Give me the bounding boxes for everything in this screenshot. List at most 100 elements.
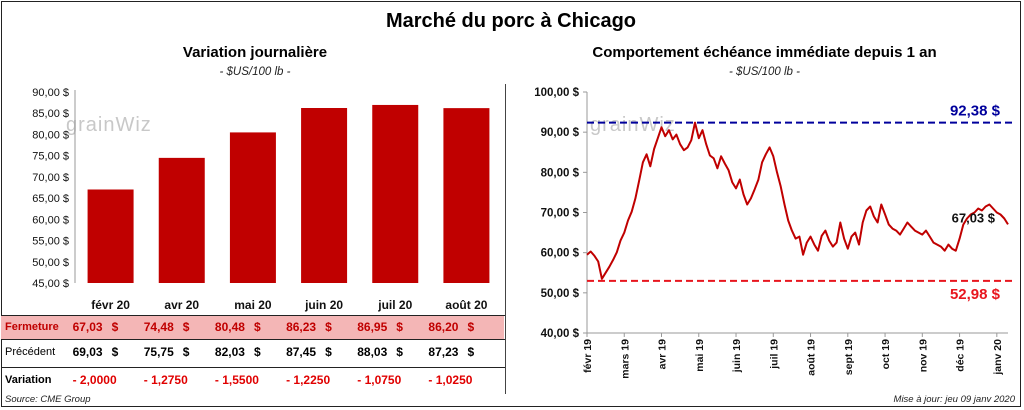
y-tick-label: 75,00 $ xyxy=(32,151,69,163)
cell-unit: $ xyxy=(467,320,475,334)
cell-unit: $ xyxy=(182,320,190,334)
y-tick-label: 80,00 $ xyxy=(541,167,580,179)
table-cell: - 1,0250 xyxy=(428,369,504,392)
right-chart-units: - $US/100 lb - xyxy=(729,66,800,78)
cell-value: - 1,2250 xyxy=(286,373,331,387)
last-value-label: 67,03 $ xyxy=(952,210,996,225)
watermark-text: grainWiz xyxy=(66,114,152,136)
table-cell: 87,23 $ xyxy=(428,341,504,364)
row-label: Fermeture xyxy=(5,321,59,333)
panel-divider xyxy=(505,84,506,394)
bar xyxy=(372,104,419,283)
y-tick-label: 100,00 $ xyxy=(534,87,579,99)
table-cell: 74,48 $ xyxy=(144,316,220,339)
y-tick-label: 55,00 $ xyxy=(32,236,69,248)
table-cell: 69,03 $ xyxy=(73,341,149,364)
cell-value: - 1,0250 xyxy=(428,373,473,387)
row-label: Précédent xyxy=(5,346,56,358)
table-cell: 86,95 $ xyxy=(357,316,433,339)
x-tick-label: août 19 xyxy=(806,339,818,376)
table-divider xyxy=(1,339,505,340)
x-tick-label: avr 20 xyxy=(164,298,199,312)
cell-value: 74,48 xyxy=(143,320,174,334)
x-tick-label: sept 19 xyxy=(843,339,855,375)
x-tick-label: juil 20 xyxy=(377,298,412,312)
cell-value: 87,45 xyxy=(286,345,317,359)
cell-value: - 2,0000 xyxy=(72,373,117,387)
cell-value: 75,75 xyxy=(143,345,174,359)
cell-value: - 1,5500 xyxy=(214,373,259,387)
cell-value: - 1,0750 xyxy=(357,373,402,387)
table-row-fermeture: Fermeture 67,03 $74,48 $80,48 $86,23 $86,95 $… xyxy=(1,316,504,339)
table-cell: 88,03 $ xyxy=(357,341,433,364)
table-cell: - 1,0750 xyxy=(357,369,433,392)
x-tick-label: janv 20 xyxy=(992,339,1004,376)
left-chart-title: Variation journalière xyxy=(182,44,328,61)
table-divider xyxy=(1,367,505,368)
x-tick-label: oct 19 xyxy=(880,339,892,370)
bar xyxy=(443,108,490,283)
min-value-label: 52,98 $ xyxy=(950,286,1001,303)
y-tick-label: 70,00 $ xyxy=(32,172,69,184)
y-tick-label: 90,00 $ xyxy=(32,87,69,99)
x-tick-label: févr 20 xyxy=(91,298,130,312)
cell-unit: $ xyxy=(467,345,475,359)
x-tick-label: juin 19 xyxy=(731,339,743,373)
x-tick-label: févr 19 xyxy=(582,339,594,373)
table-cell: 86,20 $ xyxy=(428,316,504,339)
x-tick-label: juin 20 xyxy=(304,298,343,312)
bar-chart: 45,00 $ 50,00 $ 55,00 $ 60,00 $ 65,00 $ 70,00… xyxy=(32,87,490,312)
table-row-precedent: Précédent 69,03 $75,75 $82,03 $87,45 $88,03 $… xyxy=(1,341,504,364)
left-watermark: grainWiz xyxy=(66,100,186,140)
x-tick-label: mars 19 xyxy=(619,339,631,379)
watermark-text: grainWiz xyxy=(590,114,676,136)
y-tick-label: 70,00 $ xyxy=(541,208,580,220)
table-row-variation: Variation - 2,0000 - 1,2750 - 1,5500 - 1,22… xyxy=(1,369,504,392)
cell-unit: $ xyxy=(396,320,403,334)
x-tick-label: mai 20 xyxy=(234,298,272,312)
table-cell: 86,23 $ xyxy=(286,316,362,339)
table-cell: - 2,0000 xyxy=(73,369,149,392)
cell-unit: $ xyxy=(396,345,403,359)
cell-value: 86,23 xyxy=(286,320,317,334)
cell-unit: $ xyxy=(325,345,332,359)
bar xyxy=(158,157,205,283)
cell-value: 87,23 xyxy=(428,345,459,359)
x-tick-label: août 20 xyxy=(445,298,487,312)
cell-unit: $ xyxy=(253,320,261,334)
cell-value: 80,48 xyxy=(214,320,245,334)
y-tick-label: 85,00 $ xyxy=(32,108,69,120)
cell-unit: $ xyxy=(111,320,119,334)
bar xyxy=(301,108,348,283)
table-cell: - 1,2750 xyxy=(144,369,220,392)
y-tick-label: 90,00 $ xyxy=(541,127,580,139)
cell-value: 86,95 xyxy=(357,320,388,334)
row-label: Variation xyxy=(5,374,52,386)
table-cell: 75,75 $ xyxy=(144,341,220,364)
y-tick-label: 45,00 $ xyxy=(32,278,69,290)
table-top-divider xyxy=(1,315,505,316)
left-chart-units: - $US/100 lb - xyxy=(219,66,291,78)
line-chart: 40,00 $ 50,00 $ 60,00 $ 70,00 $ 80,00 $ 90,00… xyxy=(534,87,1016,379)
update-note: Mise à jour: jeu 09 janv 2020 xyxy=(893,394,1015,405)
y-tick-label: 60,00 $ xyxy=(541,248,580,260)
y-tick-label: 60,00 $ xyxy=(32,214,69,226)
cell-value: - 1,2750 xyxy=(143,373,188,387)
bar xyxy=(87,189,134,283)
cell-value: 69,03 xyxy=(72,345,103,359)
table-cell: - 1,2250 xyxy=(286,369,362,392)
right-chart-title: Comportement échéance immédiate depuis 1… xyxy=(592,44,937,61)
y-tick-label: 50,00 $ xyxy=(541,288,580,300)
table-cell: 80,48 $ xyxy=(215,316,291,339)
x-tick-label: mai 19 xyxy=(694,339,706,372)
x-tick-label: avr 19 xyxy=(657,339,669,370)
x-tick-label: nov 19 xyxy=(917,339,929,372)
bar xyxy=(229,132,276,283)
y-tick-label: 80,00 $ xyxy=(32,129,69,141)
table-cell: - 1,5500 xyxy=(215,369,291,392)
table-cell: 87,45 $ xyxy=(286,341,362,364)
table-cell: 82,03 $ xyxy=(215,341,291,364)
max-value-label: 92,38 $ xyxy=(950,103,1001,120)
x-tick-label: déc 19 xyxy=(955,339,967,372)
page-title: Marché du porc à Chicago xyxy=(385,10,637,32)
